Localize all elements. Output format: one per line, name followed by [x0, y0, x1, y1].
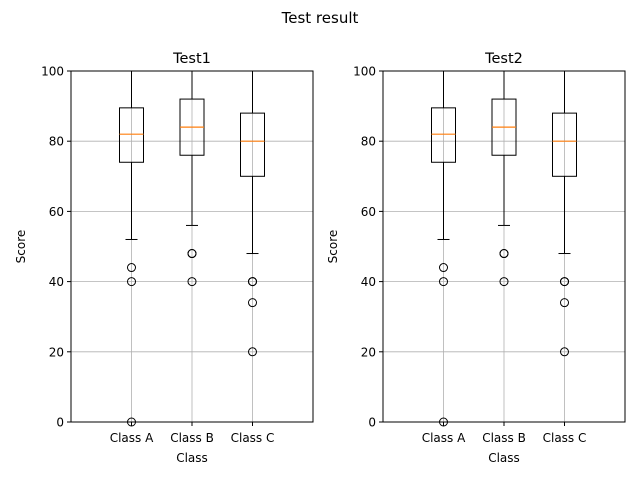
- figure-title: Test result: [281, 9, 359, 27]
- y-tick-label: 40: [361, 275, 376, 289]
- y-tick-label: 100: [353, 65, 376, 79]
- x-tick-label: Class B: [482, 431, 526, 445]
- outlier-point: [439, 277, 448, 287]
- subplot-title: Test1: [172, 51, 211, 67]
- outlier-point: [560, 298, 569, 308]
- y-tick-label: 20: [361, 345, 376, 359]
- outlier-point: [499, 249, 509, 259]
- outlier-point: [248, 298, 257, 308]
- outlier-point: [187, 249, 197, 259]
- subplots: 0 20 40 60 80 100 Class A Class B Class C Test1 Cl…: [14, 51, 626, 465]
- subplot-title: Test2: [484, 51, 523, 67]
- y-tick-label: 80: [49, 135, 64, 149]
- y-tick-label: 0: [368, 416, 376, 430]
- outlier-point: [187, 277, 197, 287]
- outlier-point: [499, 277, 509, 287]
- subplot-2: 0 20 40 60 80 100 Class A Class B Class C Test2 Cl…: [326, 51, 626, 465]
- box-iqr: [431, 107, 456, 163]
- y-axis-label: Score: [326, 230, 340, 264]
- outlier-point: [439, 263, 448, 273]
- y-axis-label: Score: [14, 230, 28, 264]
- y-tick-label: 100: [41, 65, 64, 79]
- x-tick-label: Class A: [422, 431, 466, 445]
- box-iqr: [119, 107, 144, 163]
- x-axis-label: Class: [176, 451, 208, 465]
- outlier-point: [560, 277, 569, 287]
- x-tick-label: Class C: [543, 431, 587, 445]
- outlier-point: [560, 347, 569, 357]
- box-iqr: [240, 112, 265, 177]
- outlier-point: [248, 277, 257, 287]
- x-tick-label: Class C: [231, 431, 275, 445]
- outlier-point: [127, 277, 136, 287]
- y-tick-label: 20: [49, 345, 64, 359]
- x-axis-label: Class: [488, 451, 520, 465]
- x-tick-label: Class B: [170, 431, 214, 445]
- outlier-point: [248, 347, 257, 357]
- y-tick-label: 40: [49, 275, 64, 289]
- box-class-c: [552, 70, 577, 357]
- y-tick-label: 60: [49, 205, 64, 219]
- y-tick-label: 0: [56, 416, 64, 430]
- y-tick-label: 80: [361, 135, 376, 149]
- y-tick-label: 60: [361, 205, 376, 219]
- box-iqr: [552, 112, 577, 177]
- x-tick-label: Class A: [110, 431, 154, 445]
- outlier-point: [127, 263, 136, 273]
- subplot-1: 0 20 40 60 80 100 Class A Class B Class C Test1 Cl…: [14, 51, 314, 465]
